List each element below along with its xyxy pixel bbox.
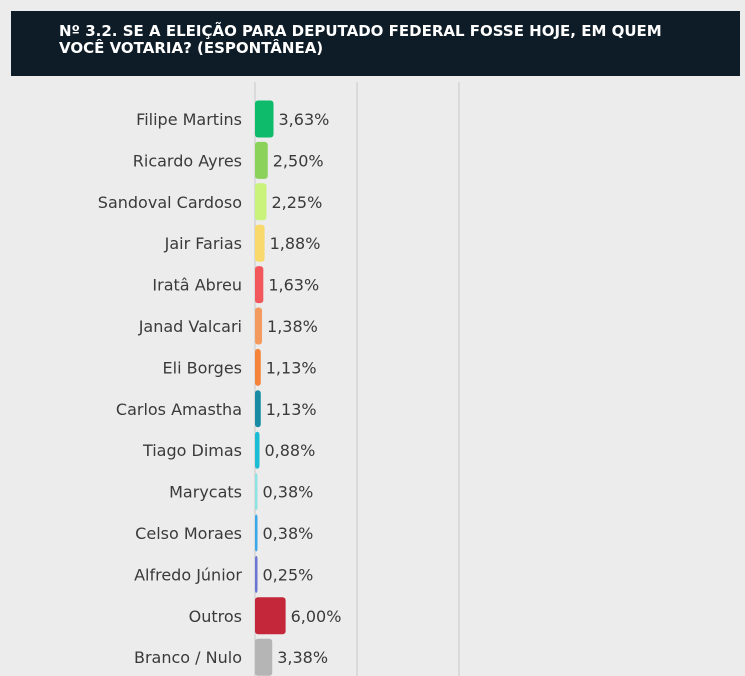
category-label: Carlos Amastha <box>116 400 242 419</box>
category-label: Filipe Martins <box>136 110 242 129</box>
bar <box>255 183 267 221</box>
chart-title: Nº 3.2. SE A ELEIÇÃO PARA DEPUTADO FEDER… <box>59 22 662 57</box>
value-label: 6,00% <box>291 607 342 626</box>
category-label: Tiago Dimas <box>142 441 242 460</box>
value-label: 0,25% <box>263 565 314 584</box>
bar <box>255 473 258 511</box>
category-label: Branco / Nulo <box>134 648 242 667</box>
category-label: Ricardo Ayres <box>133 151 242 170</box>
bar <box>255 348 261 386</box>
value-label: 1,38% <box>267 317 318 336</box>
category-label: Janad Valcari <box>138 317 242 336</box>
value-label: 3,38% <box>277 648 328 667</box>
value-label: 1,88% <box>270 234 321 253</box>
value-label: 0,88% <box>264 441 315 460</box>
chart-header: Nº 3.2. SE A ELEIÇÃO PARA DEPUTADO FEDER… <box>11 11 740 76</box>
category-label: Celso Moraes <box>135 524 242 543</box>
value-label: 1,63% <box>268 276 319 295</box>
bar <box>255 224 265 262</box>
category-label: Alfredo Júnior <box>134 565 242 584</box>
value-label: 2,50% <box>273 151 324 170</box>
category-label: Marycats <box>169 483 242 502</box>
bar <box>255 266 264 304</box>
value-label: 1,13% <box>266 400 317 419</box>
value-label: 3,63% <box>279 110 330 129</box>
category-label: Jair Farias <box>164 234 242 253</box>
bar <box>255 431 260 469</box>
value-label: 0,38% <box>263 524 314 543</box>
category-label: Sandoval Cardoso <box>98 193 242 212</box>
bar <box>255 390 261 428</box>
bar <box>255 100 274 138</box>
value-label: 1,13% <box>266 358 317 377</box>
category-label: Iratâ Abreu <box>152 276 242 295</box>
value-label: 2,25% <box>271 193 322 212</box>
category-label: Outros <box>189 607 242 626</box>
bar <box>255 597 286 635</box>
bar <box>255 141 268 179</box>
bar <box>255 555 258 593</box>
value-label: 0,38% <box>263 483 314 502</box>
category-label: Eli Borges <box>163 358 242 377</box>
bar <box>255 307 263 345</box>
bar <box>255 514 258 552</box>
bar <box>255 638 273 676</box>
